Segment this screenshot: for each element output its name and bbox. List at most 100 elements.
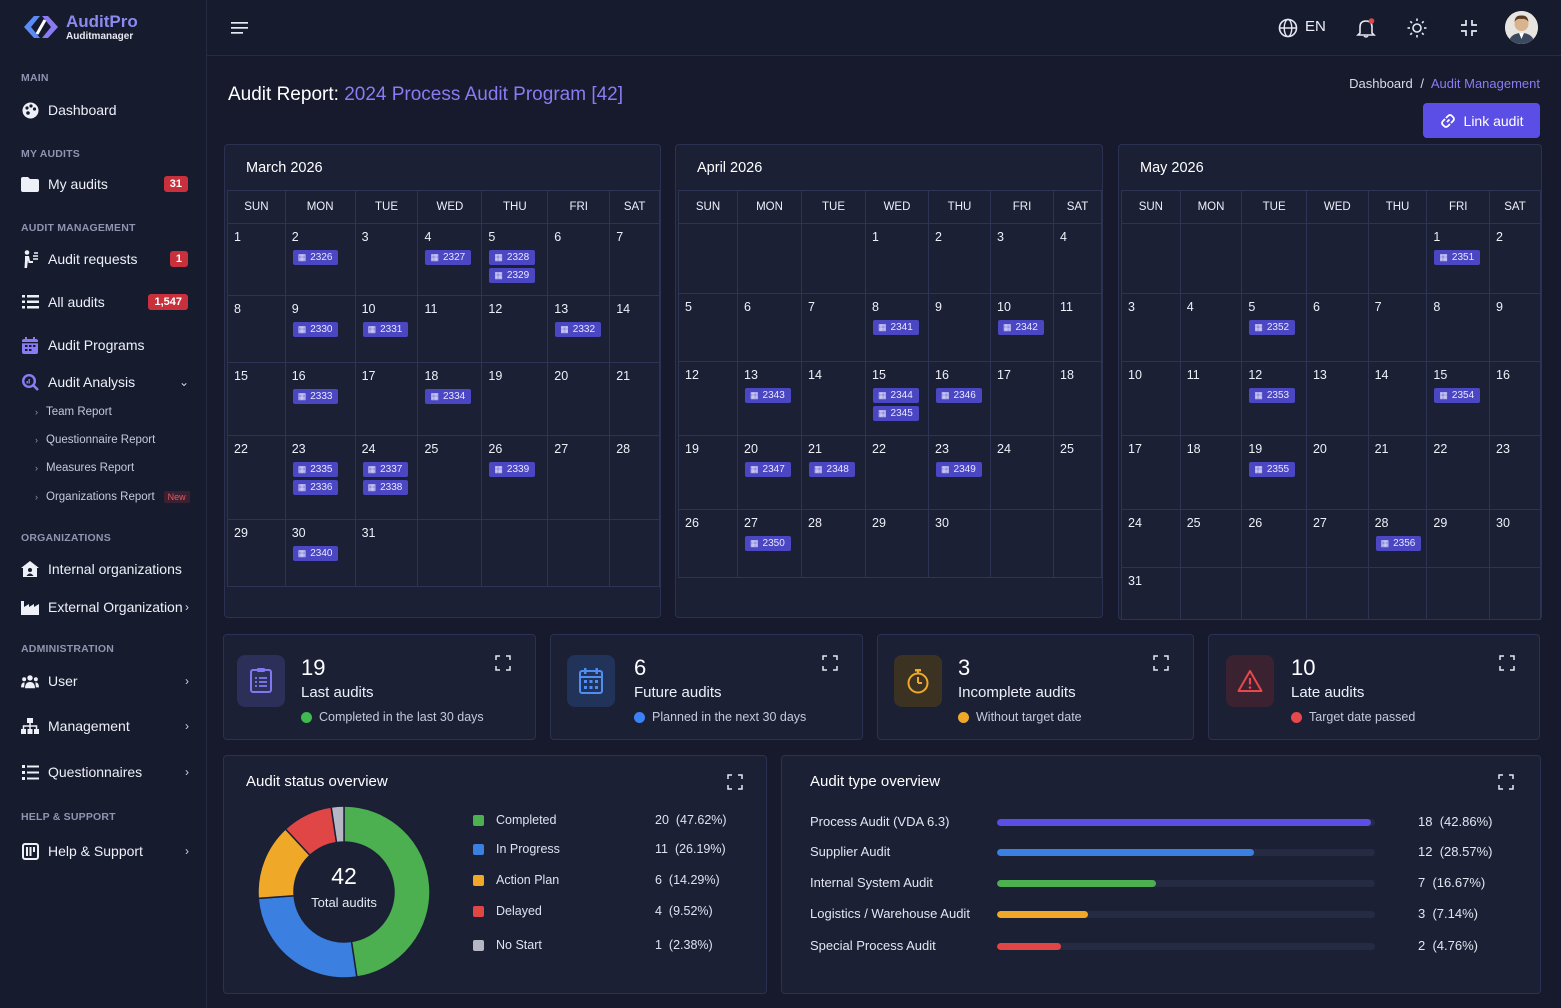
calendar-day-cell[interactable]: 29: [1426, 509, 1491, 568]
sub-questionnaire-report[interactable]: › Questionnaire Report: [35, 434, 155, 446]
calendar-day-cell[interactable]: 21: [609, 362, 660, 436]
donut-slice-in-progress[interactable]: [257, 894, 358, 979]
audit-event-badge[interactable]: ▦ 2355: [1249, 462, 1296, 477]
legend-item[interactable]: Completed 20 (47.62%): [473, 811, 733, 831]
calendar-day-cell[interactable]: 1: [865, 223, 929, 294]
nav-audit-requests[interactable]: Audit requests 1: [0, 242, 207, 276]
calendar-day-cell[interactable]: 13 ▦ 2343: [737, 361, 802, 436]
stat-card-late-audits[interactable]: 10 Late audits Target date passed: [1208, 634, 1540, 740]
stat-card-incomplete-audits[interactable]: 3 Incomplete audits Without target date: [877, 634, 1194, 740]
audit-event-badge[interactable]: ▦ 2330: [292, 322, 339, 337]
audit-event-badge[interactable]: ▦ 2333: [292, 389, 339, 404]
audit-event-badge[interactable]: ▦ 2349: [936, 462, 982, 477]
legend-item[interactable]: In Progress 11 (26.19%): [473, 840, 733, 860]
audit-event-badge[interactable]: ▦ 2344: [873, 388, 919, 403]
calendar-day-cell[interactable]: 12: [678, 361, 738, 436]
audit-event-badge[interactable]: ▦ 2328: [489, 250, 536, 265]
calendar-day-cell[interactable]: 22: [1426, 435, 1491, 510]
sun-theme-icon[interactable]: [1405, 16, 1429, 40]
legend-item[interactable]: No Start 1 (2.38%): [473, 936, 733, 956]
calendar-day-cell[interactable]: 5: [678, 293, 738, 362]
audit-event-badge[interactable]: ▦ 2338: [362, 480, 409, 495]
calendar-day-cell[interactable]: 23 ▦ 2349: [928, 435, 991, 510]
calendar-day-cell[interactable]: 10 ▦ 2331: [354, 295, 419, 363]
calendar-day-cell[interactable]: 24: [990, 435, 1054, 510]
user-avatar[interactable]: [1505, 11, 1538, 44]
calendar-day-cell[interactable]: 18: [1053, 361, 1102, 436]
audit-event-badge[interactable]: ▦ 2353: [1249, 388, 1296, 403]
calendar-day-cell[interactable]: 20: [1305, 435, 1369, 510]
calendar-day-cell[interactable]: 21 ▦ 2348: [801, 435, 866, 510]
calendar-day-cell[interactable]: 24: [1121, 509, 1181, 568]
calendar-day-cell[interactable]: 22: [227, 435, 286, 520]
calendar-day-cell[interactable]: 10: [1121, 361, 1181, 436]
audit-event-badge[interactable]: ▦ 2332: [555, 322, 602, 337]
calendar-day-cell[interactable]: 29: [865, 509, 929, 578]
calendar-day-cell[interactable]: 11: [1179, 361, 1243, 436]
calendar-day-cell[interactable]: 7: [801, 293, 866, 362]
calendar-day-cell[interactable]: 1 ▦ 2351: [1426, 223, 1491, 294]
type-row[interactable]: Logistics / Warehouse Audit 3 (7.14%): [810, 904, 1510, 924]
audit-event-badge[interactable]: ▦ 2337: [362, 462, 409, 477]
hamburger-menu-icon[interactable]: [228, 16, 252, 40]
calendar-day-cell[interactable]: 20: [547, 362, 611, 436]
audit-event-badge[interactable]: ▦ 2354: [1434, 388, 1481, 403]
globe-icon[interactable]: [1276, 16, 1300, 40]
expand-icon[interactable]: [1499, 655, 1515, 671]
calendar-day-cell[interactable]: 16 ▦ 2333: [284, 362, 356, 436]
calendar-day-cell[interactable]: 4: [1179, 293, 1243, 362]
audit-event-badge[interactable]: ▦ 2329: [489, 268, 536, 283]
calendar-day-cell[interactable]: 12 ▦ 2353: [1241, 361, 1307, 436]
calendar-day-cell[interactable]: 27: [547, 435, 611, 520]
calendar-day-cell[interactable]: 7: [1367, 293, 1428, 362]
audit-event-badge[interactable]: ▦ 2352: [1249, 320, 1296, 335]
calendar-day-cell[interactable]: 19 ▦ 2355: [1241, 435, 1307, 510]
legend-item[interactable]: Action Plan 6 (14.29%): [473, 871, 733, 891]
calendar-day-cell[interactable]: 26: [1241, 509, 1307, 568]
calendar-day-cell[interactable]: 9 ▦ 2330: [284, 295, 356, 363]
nav-management[interactable]: Management ›: [0, 709, 207, 743]
nav-all-audits[interactable]: All audits 1,547: [0, 285, 207, 319]
calendar-day-cell[interactable]: 14: [801, 361, 866, 436]
breadcrumb-home[interactable]: Dashboard: [1349, 76, 1413, 91]
calendar-day-cell[interactable]: 28: [609, 435, 660, 520]
expand-icon[interactable]: [1498, 774, 1514, 790]
calendar-day-cell[interactable]: 10 ▦ 2342: [990, 293, 1054, 362]
calendar-day-cell[interactable]: 6: [737, 293, 802, 362]
calendar-day-cell[interactable]: 14: [1367, 361, 1428, 436]
calendar-day-cell[interactable]: 30: [928, 509, 991, 578]
bell-icon[interactable]: [1354, 16, 1378, 40]
calendar-day-cell[interactable]: 3: [990, 223, 1054, 294]
audit-event-badge[interactable]: ▦ 2341: [873, 320, 919, 335]
calendar-day-cell[interactable]: 20 ▦ 2347: [737, 435, 802, 510]
audit-event-badge[interactable]: ▦ 2350: [745, 536, 791, 551]
calendar-day-cell[interactable]: 18 ▦ 2334: [417, 362, 483, 436]
calendar-day-cell[interactable]: 14: [609, 295, 660, 363]
calendar-day-cell[interactable]: 17: [1121, 435, 1181, 510]
calendar-day-cell[interactable]: 31: [354, 519, 419, 587]
expand-icon[interactable]: [822, 655, 838, 671]
nav-audit-analysis[interactable]: Audit Analysis ⌄: [0, 365, 207, 399]
calendar-day-cell[interactable]: 28: [801, 509, 866, 578]
calendar-day-cell[interactable]: 11: [417, 295, 483, 363]
audit-event-badge[interactable]: ▦ 2356: [1375, 536, 1422, 551]
audit-event-badge[interactable]: ▦ 2331: [362, 322, 409, 337]
calendar-day-cell[interactable]: 12: [481, 295, 549, 363]
page-title-program[interactable]: 2024 Process Audit Program [42]: [344, 84, 624, 105]
nav-audit-programs[interactable]: Audit Programs: [0, 328, 207, 362]
calendar-day-cell[interactable]: 16: [1489, 361, 1541, 436]
calendar-day-cell[interactable]: 11: [1053, 293, 1102, 362]
calendar-day-cell[interactable]: 4 ▦ 2327: [417, 223, 483, 296]
calendar-day-cell[interactable]: 26 ▦ 2339: [481, 435, 549, 520]
audit-event-badge[interactable]: ▦ 2342: [998, 320, 1044, 335]
compress-icon[interactable]: [1457, 16, 1481, 40]
calendar-day-cell[interactable]: 9: [1489, 293, 1541, 362]
calendar-day-cell[interactable]: 31: [1121, 567, 1181, 620]
calendar-day-cell[interactable]: 24 ▦ 2337 ▦ 2338: [354, 435, 419, 520]
calendar-day-cell[interactable]: 8 ▦ 2341: [865, 293, 929, 362]
type-row[interactable]: Special Process Audit 2 (4.76%): [810, 936, 1510, 956]
calendar-day-cell[interactable]: 17: [990, 361, 1054, 436]
calendar-day-cell[interactable]: 30: [1489, 509, 1541, 568]
calendar-day-cell[interactable]: 5 ▦ 2328 ▦ 2329: [481, 223, 549, 296]
legend-item[interactable]: Delayed 4 (9.52%): [473, 902, 733, 922]
